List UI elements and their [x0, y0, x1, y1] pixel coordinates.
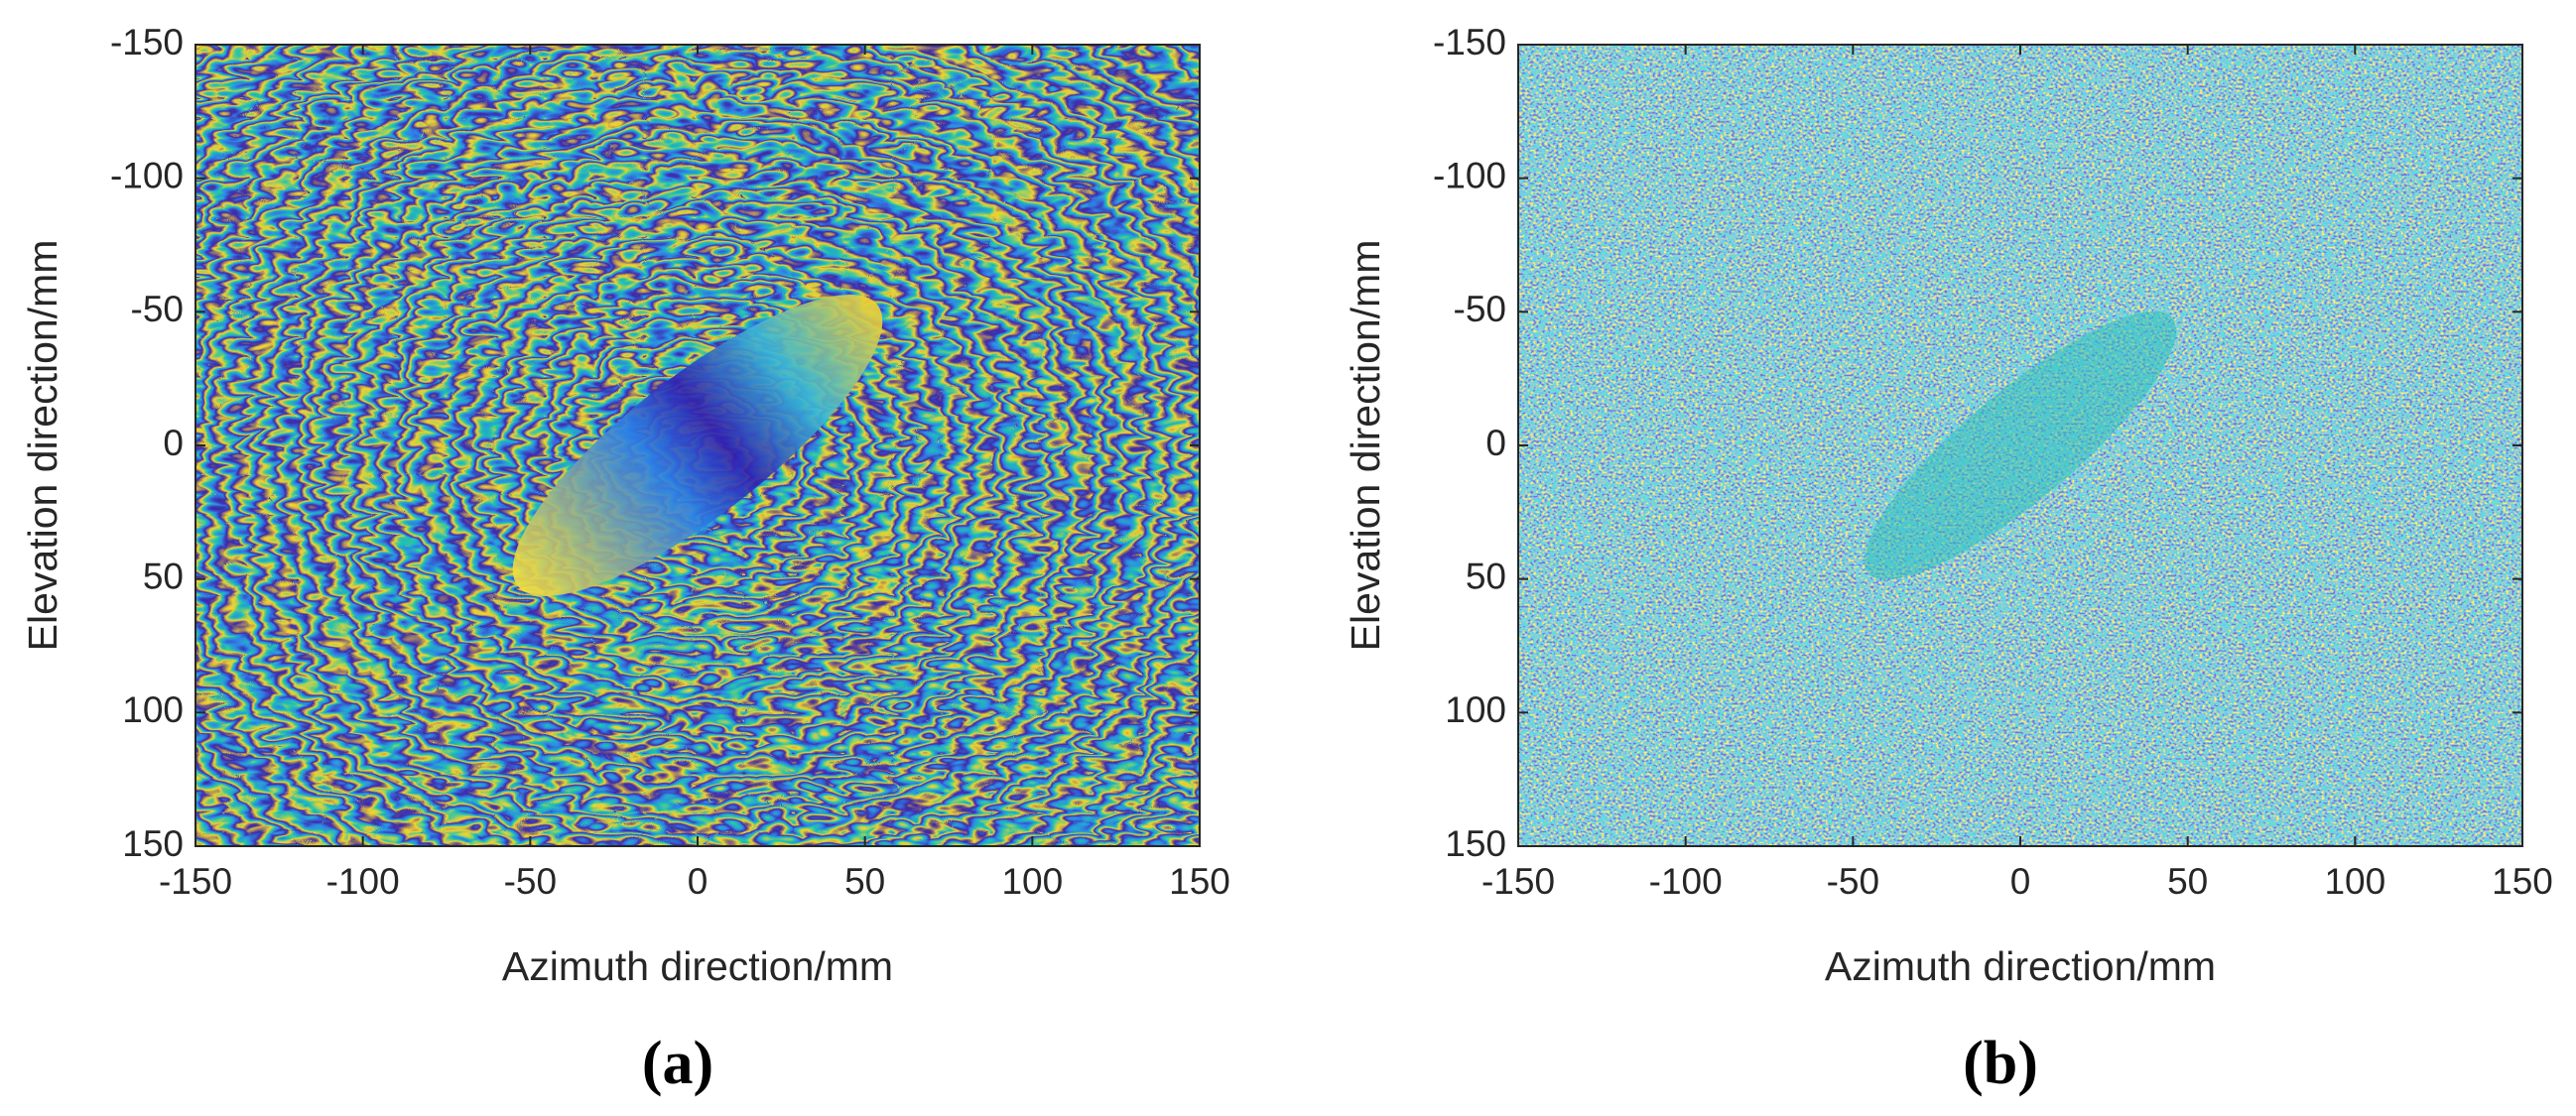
x-tick-label: 0	[688, 861, 708, 902]
y-tick-label: -150	[1433, 22, 1506, 62]
y-tick-label: -50	[1454, 289, 1506, 329]
x-tick-label: 100	[2324, 861, 2385, 902]
y-tick-label: 100	[1445, 689, 1506, 730]
x-tick-label: 150	[1169, 861, 1230, 902]
y-tick-label: 150	[1445, 823, 1506, 864]
y-tick-label: -150	[110, 22, 184, 62]
x-tick-label: 100	[1001, 861, 1063, 902]
x-tick-label: -100	[326, 861, 400, 902]
y-tick-label: 150	[122, 823, 184, 864]
y-axis-label: Elevation direction/mm	[20, 240, 65, 652]
phase-image-a	[195, 45, 1200, 846]
panel-label: (a)	[642, 1030, 713, 1097]
x-tick-label: 50	[2167, 861, 2208, 902]
y-tick-label: -50	[131, 289, 184, 329]
x-tick-label: -150	[159, 861, 232, 902]
x-tick-label: -50	[1827, 861, 1879, 902]
x-axis-label: Azimuth direction/mm	[502, 943, 893, 989]
y-tick-label: -100	[110, 155, 184, 195]
x-tick-label: 150	[2492, 861, 2553, 902]
phase-image-b	[1518, 45, 2522, 846]
x-tick-label: -50	[504, 861, 557, 902]
y-tick-label: 0	[1485, 423, 1506, 463]
y-axis-label: Elevation direction/mm	[1343, 240, 1388, 652]
panel-label: (b)	[1963, 1030, 2038, 1097]
y-tick-label: 0	[163, 423, 184, 463]
y-tick-label: 50	[143, 556, 184, 596]
y-tick-label: -100	[1433, 155, 1506, 195]
y-tick-label: 100	[122, 689, 184, 730]
x-tick-label: 50	[844, 861, 885, 902]
x-axis-label: Azimuth direction/mm	[1825, 943, 2216, 989]
x-tick-label: -100	[1649, 861, 1723, 902]
x-tick-label: -150	[1481, 861, 1555, 902]
y-tick-label: 50	[1466, 556, 1506, 596]
x-tick-label: 0	[2010, 861, 2031, 902]
